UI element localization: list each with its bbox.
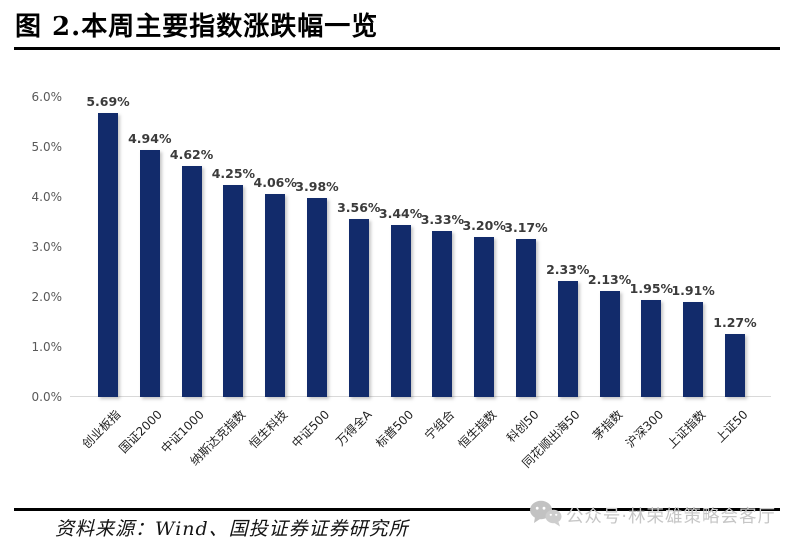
y-tick-label: 0.0% [31,390,63,404]
footer-divider [14,508,780,511]
bar-value-label: 3.17% [504,219,548,235]
x-axis-line [70,396,771,397]
x-category-label: 恒生科技 [246,407,291,452]
bar-value-label: 3.44% [378,206,423,221]
bar-chart: 5.69% 创业板指 4.94% 国证2000 4.62% 中证1000 4.25% 纳斯达克… [79,94,757,471]
y-tick-label: 1.0% [31,340,63,354]
y-axis: 6.0% 5.0% 4.0% 3.0% 2.0% 1.0% 0.0% [0,0,63,552]
bar [306,198,327,397]
bar-column: 4.25% 纳斯达克指数 [188,97,255,469]
x-category-label: 中证500 [289,407,333,451]
bar-column: 4.62% 中证1000 [158,97,213,456]
bar [515,238,536,397]
bar-value-label: 3.98% [295,179,339,194]
bar-value-label: 4.94% [128,131,172,146]
bar-column: 4.06% 恒生科技 [247,97,297,451]
bar-value-label: 4.25% [211,165,256,181]
bar [557,280,578,397]
bar [181,166,202,397]
bar-column: 5.69% 创业板指 [79,94,129,452]
bar [98,112,118,397]
watermark-text: 公众号·林荣雄策略会客厅 [565,507,776,527]
bar-column: 2.33% 同花顺出海50 [520,97,590,471]
bar-column: 3.20% 恒生指数 [456,97,506,451]
bar [223,184,244,397]
bar-value-label: 3.33% [420,211,465,227]
bar [641,299,662,397]
bar-value-label: 2.33% [546,261,590,277]
x-category-label: 宁组合 [422,407,458,443]
x-category-label: 万得全A [332,407,375,449]
bar [474,237,495,397]
bar-value-label: 3.20% [462,218,506,233]
y-tick-label: 6.0% [31,90,63,104]
figure-title: 图 2.本周主要指数涨跌幅一览 [15,12,379,42]
bar-column: 1.91% 上证指数 [665,97,715,452]
y-tick-label: 5.0% [31,140,63,154]
bar-value-label: 1.91% [671,282,715,298]
x-category-label: 沪深300 [623,407,667,451]
bar-value-label: 1.27% [713,314,757,330]
y-tick-label: 2.0% [31,290,63,304]
bar [724,333,745,397]
bar-value-label: 5.69% [86,93,130,109]
x-category-label: 国证2000 [116,407,166,456]
x-category-label: 上证指数 [664,407,709,452]
bar-column: 2.13% 茅指数 [588,97,631,443]
bar-value-label: 4.06% [253,175,297,190]
bar [599,290,620,397]
data-source-note: 资料来源：Wind、国投证券证券研究所 [55,518,409,540]
bar-column: 3.33% 宁组合 [421,97,464,443]
watermark: 公众号·林荣雄策略会客厅 [529,499,776,532]
bar [265,194,286,397]
bar-value-label: 2.13% [587,271,632,287]
bar-column: 3.56% 万得全A [333,97,381,449]
bar-column: 3.44% 标普500 [373,97,422,450]
bar-column: 1.27% 上证50 [713,97,757,446]
title-divider [14,47,780,50]
wechat-icon [529,499,562,532]
bar-column: 4.94% 国证2000 [117,97,172,456]
bar-column: 3.98% 中证500 [289,97,338,450]
bar [390,225,411,397]
bar-column: 1.95% 沪深300 [624,97,673,451]
bar [139,150,160,397]
x-category-label: 标普500 [372,407,416,451]
bar-value-label: 4.62% [169,147,214,162]
y-tick-label: 4.0% [31,190,63,204]
bar [683,301,704,397]
bar-value-label: 3.56% [337,200,381,215]
y-tick-label: 3.0% [31,240,63,254]
bar [432,230,453,397]
bar-value-label: 1.95% [629,280,674,296]
bar-column: 3.17% 科创50 [504,97,548,446]
x-category-label: 上证50 [712,407,751,446]
x-category-label: 恒生指数 [455,407,500,452]
x-category-label: 茅指数 [589,407,625,443]
bar [348,219,369,397]
